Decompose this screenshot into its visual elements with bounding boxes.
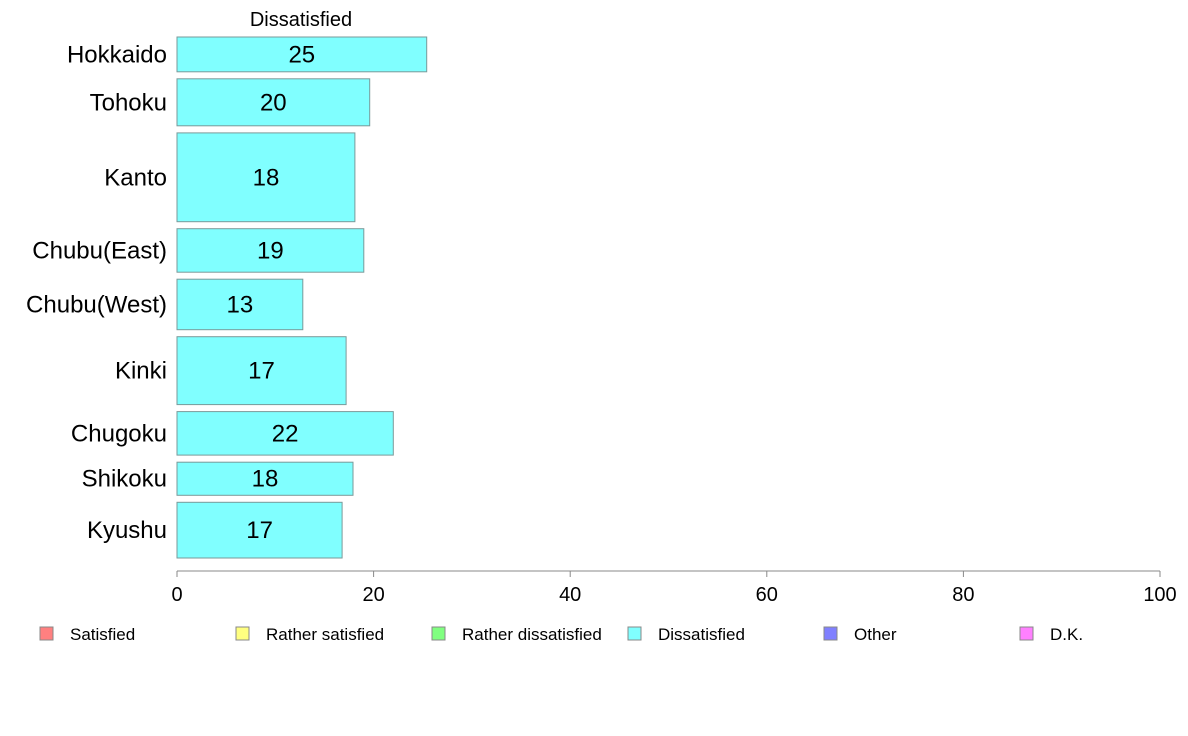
bar-value-label: 19	[257, 237, 284, 264]
bar-kinki	[176, 336, 347, 406]
bar-hokkaido	[176, 36, 428, 73]
bar-kyushu	[176, 501, 343, 559]
category-label: Tohoku	[90, 89, 167, 116]
x-tick-label: 80	[952, 584, 974, 606]
category-label: Chubu(West)	[26, 292, 167, 319]
bar-value-label: 17	[248, 358, 275, 385]
legend-label: Dissatisfied	[658, 625, 745, 644]
category-label: Chugoku	[71, 420, 167, 447]
x-tick-label: 100	[1143, 584, 1176, 606]
category-label: Kanto	[104, 164, 167, 191]
x-tick-label: 60	[756, 584, 778, 606]
x-tick-label: 20	[362, 584, 384, 606]
bar-tohoku	[176, 78, 371, 127]
bar-chugoku	[176, 411, 394, 456]
legend-label: Other	[854, 625, 897, 644]
category-label: Hokkaido	[67, 41, 167, 68]
bar-value-label: 20	[260, 89, 287, 116]
series-title: Dissatisfied	[250, 9, 352, 31]
bar-value-label: 25	[288, 41, 315, 68]
legend-label: Rather dissatisfied	[462, 625, 602, 644]
bar-value-label: 18	[253, 164, 280, 191]
legend-swatch	[823, 626, 838, 641]
category-label: Chubu(East)	[32, 237, 167, 264]
bar-chubu-west	[176, 278, 304, 331]
legend-swatch	[431, 626, 446, 641]
bar-kanto	[176, 132, 356, 223]
bar-value-label: 13	[227, 292, 254, 319]
legend-label: D.K.	[1050, 625, 1083, 644]
legend-swatch	[627, 626, 642, 641]
bar-value-label: 18	[252, 466, 279, 493]
x-axis: 0 20 40 60 80 100	[171, 570, 1177, 606]
legend: Satisfied Rather satisfied Rather dissatis…	[39, 625, 1083, 644]
bar-value-label: 17	[246, 517, 273, 544]
category-label: Kinki	[115, 358, 167, 385]
x-tick-label: 40	[559, 584, 581, 606]
bar-value-label: 22	[272, 420, 299, 447]
x-tick-label: 0	[171, 584, 182, 606]
bar-shikoku	[176, 461, 354, 496]
bars-group: Hokkaido 25 Tohoku 20 Kanto 18 Chubu(East) 19 Ch…	[26, 36, 428, 559]
legend-swatch	[235, 626, 250, 641]
legend-label: Satisfied	[70, 625, 135, 644]
legend-label: Rather satisfied	[266, 625, 384, 644]
bar-chubu-east	[176, 228, 365, 273]
legend-swatch	[39, 626, 54, 641]
category-label: Shikoku	[82, 466, 167, 493]
category-label: Kyushu	[87, 517, 167, 544]
legend-swatch	[1019, 626, 1034, 641]
